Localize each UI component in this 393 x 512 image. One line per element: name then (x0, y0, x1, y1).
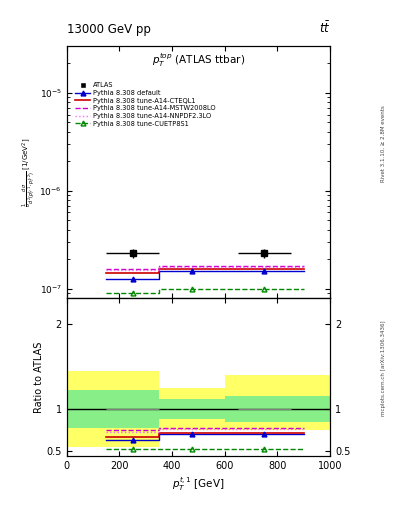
Y-axis label: $\frac{1}{\sigma}\frac{d\sigma}{d^2(p_T^{t,1}\cdot p_T^{t,2})}$ [1/GeV$^2$]: $\frac{1}{\sigma}\frac{d\sigma}{d^2(p_T^… (21, 137, 38, 207)
Bar (159, 388, 225, 430)
Legend: ATLAS, Pythia 8.308 default, Pythia 8.308 tune-A14-CTEQL1, Pythia 8.308 tune-A14: ATLAS, Pythia 8.308 default, Pythia 8.30… (73, 80, 218, 130)
X-axis label: $p_T^{t,1}$ [GeV]: $p_T^{t,1}$ [GeV] (172, 476, 225, 493)
Text: Rivet 3.1.10, ≥ 2.8M events: Rivet 3.1.10, ≥ 2.8M events (381, 105, 386, 182)
Bar (67, 371, 159, 447)
Text: mcplots.cern.ch [arXiv:1306.3436]: mcplots.cern.ch [arXiv:1306.3436] (381, 321, 386, 416)
Bar (225, 396, 330, 421)
Y-axis label: Ratio to ATLAS: Ratio to ATLAS (34, 341, 44, 413)
Text: $t\bar{t}$: $t\bar{t}$ (319, 20, 330, 36)
Text: 13000 GeV pp: 13000 GeV pp (67, 23, 151, 36)
Bar (225, 375, 330, 430)
Text: $p_T^{top}$ (ATLAS ttbar): $p_T^{top}$ (ATLAS ttbar) (152, 51, 245, 69)
Bar (67, 390, 159, 428)
Bar (159, 399, 225, 419)
